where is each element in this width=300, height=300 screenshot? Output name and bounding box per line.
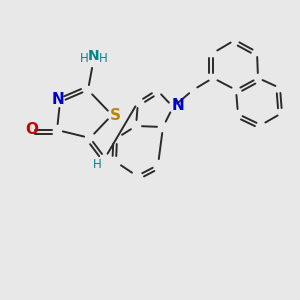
Text: O: O <box>26 122 38 137</box>
Text: N: N <box>172 98 184 112</box>
Text: H: H <box>99 52 107 64</box>
Text: N: N <box>52 92 64 107</box>
Text: H: H <box>80 52 88 64</box>
Text: N: N <box>88 49 100 63</box>
Text: H: H <box>93 158 101 170</box>
Text: S: S <box>110 107 121 122</box>
